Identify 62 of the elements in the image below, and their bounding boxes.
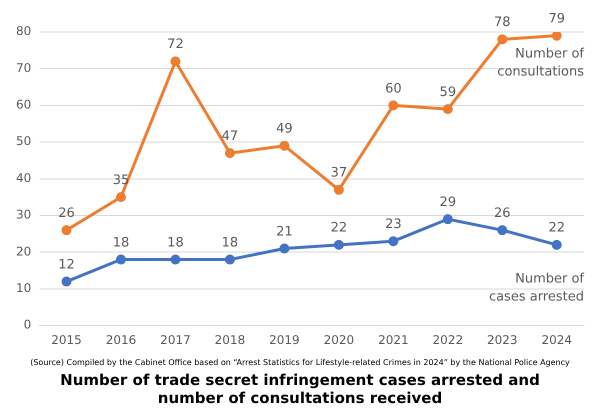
data-label: 22 bbox=[548, 220, 566, 236]
text: Number of cases arrested bbox=[488, 272, 584, 305]
point bbox=[116, 192, 126, 202]
point bbox=[497, 225, 508, 236]
data-label: 78 bbox=[494, 15, 511, 30]
y-tick-label: 50 bbox=[16, 134, 32, 148]
x-tick-label: 2016 bbox=[106, 332, 136, 347]
point bbox=[170, 56, 180, 66]
point bbox=[388, 100, 398, 110]
data-label: 49 bbox=[276, 122, 293, 137]
text: (Source) Compiled by the Cabinet Office based on “Arrest Statistics for Lifestyle-related Crimes in 2024” by the National Police Agency bbox=[29, 358, 571, 367]
data-label: 59 bbox=[440, 84, 456, 100]
point bbox=[170, 254, 180, 265]
x-tick-label: 2019 bbox=[269, 332, 300, 347]
data-label: 21 bbox=[276, 224, 293, 240]
point bbox=[279, 244, 290, 254]
data-label: 29 bbox=[440, 195, 456, 210]
x-tick-label: 2020 bbox=[324, 332, 354, 347]
data-label: 79 bbox=[548, 12, 566, 27]
y-tick-label: 80 bbox=[16, 24, 32, 38]
x-tick-label: 2023 bbox=[487, 332, 518, 347]
point bbox=[334, 240, 344, 250]
point bbox=[552, 240, 562, 250]
y-tick-label: 20 bbox=[16, 244, 32, 258]
data-label: 72 bbox=[167, 37, 184, 52]
y-tick-label: 10 bbox=[16, 281, 32, 296]
point bbox=[497, 34, 508, 44]
data-label: 26 bbox=[494, 206, 511, 222]
point bbox=[116, 254, 126, 265]
x-tick-label: 2024 bbox=[541, 332, 572, 347]
point bbox=[442, 214, 453, 224]
point bbox=[62, 225, 72, 236]
text: Number of trade secret infringement cases arrested and number of consultations received bbox=[59, 371, 541, 407]
x-tick-label: 2017 bbox=[160, 332, 191, 347]
point bbox=[279, 140, 290, 151]
y-tick-label: 30 bbox=[16, 208, 32, 222]
point bbox=[442, 104, 453, 114]
point bbox=[62, 276, 72, 287]
data-label: 22 bbox=[330, 220, 348, 236]
point bbox=[334, 184, 344, 195]
data-label: 37 bbox=[330, 166, 348, 181]
data-label: 18 bbox=[222, 235, 238, 250]
point bbox=[224, 148, 235, 158]
data-label: 18 bbox=[112, 235, 130, 250]
x-tick-label: 2015 bbox=[51, 332, 82, 347]
y-tick-label: 0 bbox=[24, 318, 32, 332]
data-label: 12 bbox=[58, 257, 75, 272]
x-tick-label: 2022 bbox=[432, 332, 464, 347]
series-label: Number of consultations bbox=[497, 46, 584, 80]
y-tick-label: 40 bbox=[16, 170, 32, 185]
point bbox=[224, 254, 235, 265]
data-label: 47 bbox=[222, 128, 238, 144]
y-tick-label: 60 bbox=[16, 98, 32, 112]
data-label: 26 bbox=[58, 206, 75, 222]
x-tick-label: 2021 bbox=[378, 332, 409, 347]
x-tick-label: 2018 bbox=[214, 332, 246, 347]
point bbox=[388, 236, 398, 246]
data-label: 18 bbox=[167, 235, 184, 250]
data-label: 23 bbox=[385, 217, 402, 232]
y-tick-label: 70 bbox=[16, 60, 32, 75]
data-label: 60 bbox=[385, 81, 402, 96]
point bbox=[552, 32, 562, 41]
